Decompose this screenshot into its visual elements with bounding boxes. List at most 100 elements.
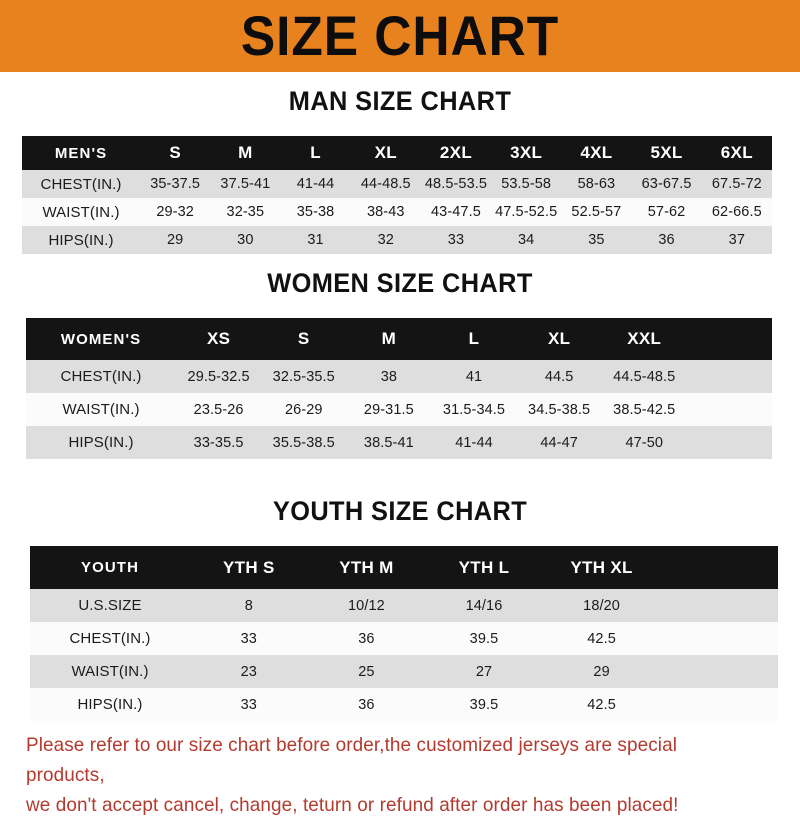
women-measurement-cell: 35.5-38.5	[261, 426, 347, 459]
footer-line-2: we don't accept cancel, change, teturn o…	[26, 794, 679, 816]
men-measurement-cell: 30	[210, 226, 281, 254]
women-measurement-cell: 44.5-48.5	[601, 360, 687, 393]
men-size-header: L	[280, 136, 351, 170]
youth-size-header-empty	[660, 546, 778, 589]
men-measurement-cell: 35-37.5	[140, 170, 211, 198]
men-section-title: MAN SIZE CHART	[288, 86, 512, 116]
women-row-label: WAIST(IN.)	[26, 393, 177, 426]
men-measurement-cell: 47.5-52.5	[491, 198, 562, 226]
women-measurement-cell: 38.5-42.5	[601, 393, 687, 426]
youth-header-row: YOUTH YTH S YTH M YTH L YTH XL	[30, 546, 778, 589]
footer-disclaimer: Please refer to our size chart before or…	[26, 730, 778, 820]
men-measurement-cell: 43-47.5	[420, 198, 492, 226]
men-measurement-cell: 31	[280, 226, 351, 254]
men-measurement-cell: 53.5-58	[491, 170, 562, 198]
women-size-header: XS	[176, 318, 262, 360]
youth-row-label: WAIST(IN.)	[30, 655, 190, 688]
youth-measurement-cell: 39.5	[425, 622, 543, 655]
women-measurement-cell: 38.5-41	[346, 426, 432, 459]
men-measurement-cell: 34	[491, 226, 562, 254]
youth-row-label: HIPS(IN.)	[30, 688, 190, 721]
men-measurement-cell: 38-43	[350, 198, 421, 226]
men-measurement-cell: 32-35	[210, 198, 281, 226]
men-size-header: XL	[350, 136, 421, 170]
youth-measurement-cell: 10/12	[307, 589, 426, 622]
men-measurement-cell: 44-48.5	[350, 170, 421, 198]
men-measurement-cell: 62-66.5	[701, 198, 772, 226]
women-measurement-cell-empty	[686, 426, 772, 459]
men-measurement-cell: 36	[631, 226, 702, 254]
women-measurement-cell: 29-31.5	[346, 393, 432, 426]
men-measurement-cell: 58-63	[561, 170, 632, 198]
men-size-header: M	[210, 136, 281, 170]
women-size-header: L	[431, 318, 517, 360]
men-size-header: 2XL	[420, 136, 492, 170]
youth-size-header: YTH S	[190, 546, 308, 589]
table-row: HIPS(IN.) 33 36 39.5 42.5	[30, 688, 778, 721]
women-size-header: S	[261, 318, 347, 360]
women-measurement-cell: 31.5-34.5	[431, 393, 517, 426]
women-measurement-cell-empty	[686, 360, 772, 393]
youth-size-header: YTH XL	[542, 546, 661, 589]
men-measurement-cell: 33	[420, 226, 492, 254]
men-size-header: S	[140, 136, 211, 170]
youth-row-label: CHEST(IN.)	[30, 622, 190, 655]
youth-measurement-cell: 8	[190, 589, 308, 622]
women-size-table: WOMEN'S XS S M L XL XXL CHEST(IN.) 29.5-32.5 32.5…	[26, 318, 772, 459]
women-measurement-cell: 33-35.5	[176, 426, 262, 459]
women-size-header-empty	[686, 318, 772, 360]
women-measurement-cell: 47-50	[601, 426, 687, 459]
men-size-header: 4XL	[561, 136, 632, 170]
men-measurement-cell: 48.5-53.5	[420, 170, 492, 198]
men-size-header: 6XL	[701, 136, 772, 170]
youth-section-title: YOUTH SIZE CHART	[272, 496, 528, 526]
youth-size-header: YTH L	[425, 546, 543, 589]
table-row: HIPS(IN.) 33-35.5 35.5-38.5 38.5-41 41-44 44-…	[26, 426, 772, 459]
women-size-header: M	[346, 318, 432, 360]
youth-measurement-cell: 39.5	[425, 688, 543, 721]
women-measurement-cell: 41	[431, 360, 517, 393]
men-row-label: HIPS(IN.)	[22, 226, 141, 254]
men-measurement-cell: 63-67.5	[631, 170, 702, 198]
men-measurement-cell: 37	[701, 226, 772, 254]
men-measurement-cell: 67.5-72	[701, 170, 772, 198]
men-measurement-cell: 57-62	[631, 198, 702, 226]
women-measurement-cell: 26-29	[261, 393, 347, 426]
youth-measurement-cell: 23	[190, 655, 308, 688]
table-row: WAIST(IN.) 23.5-26 26-29 29-31.5 31.5-34.5 34…	[26, 393, 772, 426]
youth-size-table: YOUTH YTH S YTH M YTH L YTH XL U.S.SIZE 8 10/12…	[30, 546, 778, 721]
table-row: CHEST(IN.) 33 36 39.5 42.5	[30, 622, 778, 655]
youth-measurement-cell-empty	[660, 622, 778, 655]
women-measurement-cell: 44-47	[516, 426, 602, 459]
youth-measurement-cell-empty	[660, 688, 778, 721]
page-banner: SIZE CHART	[0, 0, 800, 72]
men-header-row: MEN'S S M L XL 2XL 3XL 4XL 5XL 6XL	[22, 136, 772, 170]
men-measurement-cell: 52.5-57	[561, 198, 632, 226]
women-table-label: WOMEN'S	[26, 318, 177, 360]
men-measurement-cell: 35	[561, 226, 632, 254]
men-size-header: 5XL	[631, 136, 702, 170]
youth-measurement-cell: 27	[425, 655, 543, 688]
men-measurement-cell: 32	[350, 226, 421, 254]
women-size-header: XL	[516, 318, 602, 360]
table-row: WAIST(IN.) 23 25 27 29	[30, 655, 778, 688]
women-measurement-cell: 23.5-26	[176, 393, 262, 426]
table-row: HIPS(IN.) 29 30 31 32 33 34 35 36 37	[22, 226, 772, 254]
youth-measurement-cell: 25	[307, 655, 426, 688]
men-row-label: WAIST(IN.)	[22, 198, 141, 226]
table-row: WAIST(IN.) 29-32 32-35 35-38 38-43 43-47.5 47.…	[22, 198, 772, 226]
table-row: CHEST(IN.) 35-37.5 37.5-41 41-44 44-48.5 48.5…	[22, 170, 772, 198]
women-header-row: WOMEN'S XS S M L XL XXL	[26, 318, 772, 360]
women-measurement-cell: 38	[346, 360, 432, 393]
table-row: CHEST(IN.) 29.5-32.5 32.5-35.5 38 41 44.5 44.5…	[26, 360, 772, 393]
women-measurement-cell: 41-44	[431, 426, 517, 459]
youth-measurement-cell: 29	[542, 655, 661, 688]
women-measurement-cell-empty	[686, 393, 772, 426]
youth-measurement-cell: 36	[307, 622, 426, 655]
youth-measurement-cell: 33	[190, 622, 308, 655]
men-measurement-cell: 35-38	[280, 198, 351, 226]
women-measurement-cell: 44.5	[516, 360, 602, 393]
youth-measurement-cell: 18/20	[542, 589, 661, 622]
women-size-header: XXL	[601, 318, 687, 360]
